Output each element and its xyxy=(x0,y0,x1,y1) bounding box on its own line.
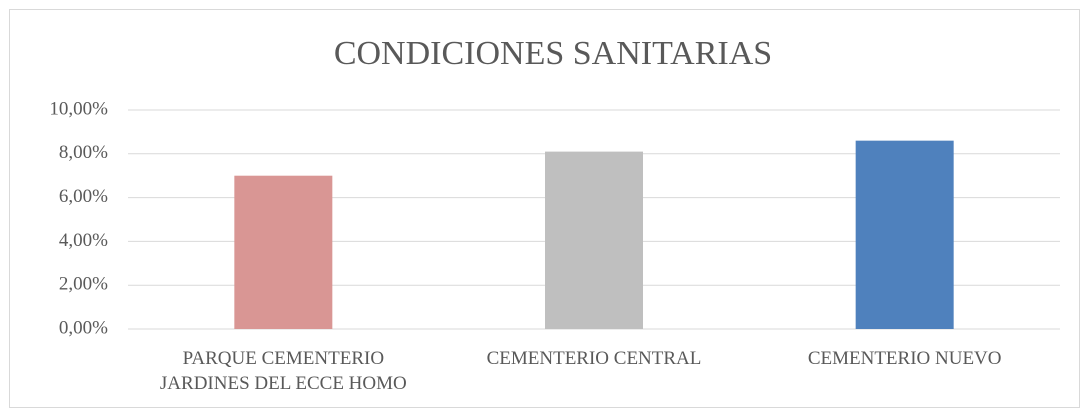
x-tick-label: CEMENTERIO NUEVO xyxy=(807,348,1002,369)
y-tick-label: 6,00% xyxy=(59,186,108,207)
x-tick-label: PARQUE CEMENTERIO JARDINES DEL ECCE HOMO xyxy=(159,348,407,394)
chart-title: CONDICIONES SANITARIAS xyxy=(334,35,772,72)
y-tick-label: 10,00% xyxy=(49,98,108,119)
bar xyxy=(545,151,643,329)
y-tick-label: 4,00% xyxy=(59,230,108,251)
bar xyxy=(855,140,954,329)
y-tick-label: 8,00% xyxy=(59,142,108,163)
bar xyxy=(234,175,333,329)
y-tick-label: 0,00% xyxy=(59,317,108,338)
x-tick-label: CEMENTERIO CENTRAL xyxy=(486,348,702,369)
y-tick-label: 2,00% xyxy=(59,274,108,295)
